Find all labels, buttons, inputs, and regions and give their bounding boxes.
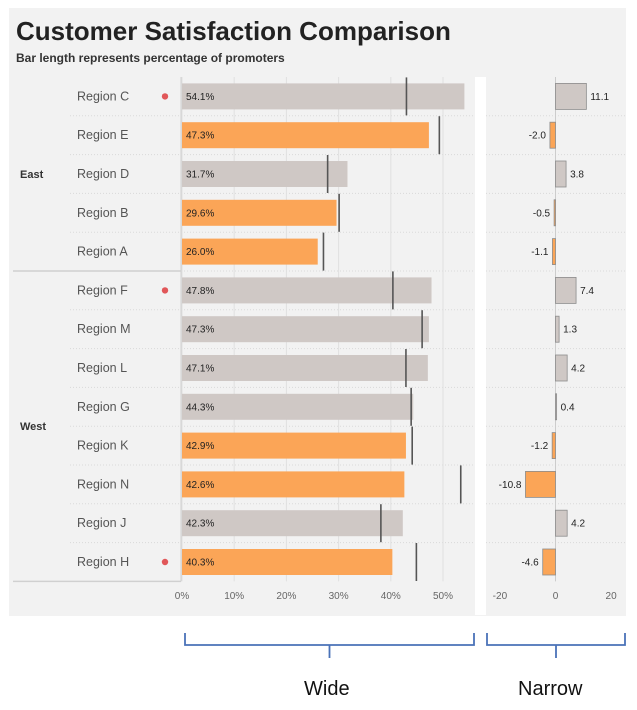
panel-gap xyxy=(475,77,486,615)
diff-bar-region-g xyxy=(555,393,558,421)
diff-bar-region-d xyxy=(555,160,567,188)
bar-label-region-n: 42.6% xyxy=(186,480,214,491)
bar-region-h xyxy=(182,549,393,575)
diff-label-region-k: -1.2 xyxy=(531,441,549,452)
chart-title: Customer Satisfaction Comparison xyxy=(16,16,451,46)
bar-label-region-g: 44.3% xyxy=(186,402,214,413)
wide-tick-label: 40% xyxy=(381,591,401,602)
narrow-tick-label: -20 xyxy=(493,591,508,602)
diff-label-region-a: -1.1 xyxy=(531,247,549,258)
caption-narrow: Narrow xyxy=(518,678,583,700)
diff-label-region-l: 4.2 xyxy=(571,364,585,375)
diff-bar-region-f xyxy=(555,276,577,304)
region-label-region-e: Region E xyxy=(77,128,128,142)
bar-region-e xyxy=(182,122,429,149)
bar-label-region-l: 47.1% xyxy=(186,364,214,375)
diff-label-region-h: -4.6 xyxy=(521,558,539,569)
region-label-region-j: Region J xyxy=(77,516,126,530)
diff-bar-region-b xyxy=(553,199,556,227)
diff-label-region-m: 1.3 xyxy=(563,325,577,336)
bar-region-n xyxy=(182,471,405,498)
region-label-region-g: Region G xyxy=(77,400,130,414)
group-label-east: East xyxy=(20,169,44,181)
caption-wide: Wide xyxy=(304,678,350,700)
wide-tick-label: 20% xyxy=(276,591,296,602)
region-label-region-f: Region F xyxy=(77,283,128,297)
bar-label-region-j: 42.3% xyxy=(186,519,214,530)
bar-label-region-k: 42.9% xyxy=(186,441,214,452)
narrow-tick-label: 0 xyxy=(553,591,559,602)
bar-label-region-b: 29.6% xyxy=(186,208,214,219)
region-label-region-b: Region B xyxy=(77,206,128,220)
bar-region-d xyxy=(182,161,348,187)
bar-region-b xyxy=(182,199,337,226)
region-label-region-h: Region H xyxy=(77,555,129,569)
region-label-region-c: Region C xyxy=(77,89,129,103)
bar-label-region-e: 47.3% xyxy=(186,131,214,142)
diff-bar-region-h xyxy=(542,548,556,576)
chart-subtitle: Bar length represents percentage of prom… xyxy=(16,51,285,65)
diff-bar-region-a xyxy=(552,238,556,266)
narrow-tick-label: 20 xyxy=(606,591,618,602)
bar-label-region-a: 26.0% xyxy=(186,247,214,258)
diff-label-region-g: 0.4 xyxy=(561,402,575,413)
bar-region-g xyxy=(182,393,414,420)
marker-dot-region-c xyxy=(161,93,169,100)
diff-label-region-j: 4.2 xyxy=(571,519,585,530)
bar-region-c xyxy=(182,83,465,110)
diff-label-region-f: 7.4 xyxy=(580,286,594,297)
bar-label-region-d: 31.7% xyxy=(186,170,214,181)
diff-bar-region-e xyxy=(549,121,556,149)
diff-label-region-b: -0.5 xyxy=(533,208,551,219)
bar-label-region-m: 47.3% xyxy=(186,325,214,336)
group-label-west: West xyxy=(20,421,46,433)
bar-label-region-h: 40.3% xyxy=(186,558,214,569)
diff-bar-region-n xyxy=(525,470,556,498)
bar-region-f xyxy=(182,277,432,304)
bar-region-m xyxy=(182,316,429,343)
brace-narrow xyxy=(486,633,626,658)
bar-label-region-f: 47.8% xyxy=(186,286,214,297)
bar-region-a xyxy=(182,238,318,265)
bar-region-l xyxy=(182,355,428,381)
diff-label-region-c: 11.1 xyxy=(590,92,609,103)
diff-bar-region-c xyxy=(555,83,587,110)
brace-wide xyxy=(184,633,475,658)
diff-label-region-d: 3.8 xyxy=(570,170,584,181)
region-label-region-a: Region A xyxy=(77,245,128,259)
marker-dot-region-f xyxy=(161,287,169,294)
region-label-region-m: Region M xyxy=(77,322,131,336)
marker-dot-region-h xyxy=(161,558,169,566)
wide-tick-label: 10% xyxy=(224,591,244,602)
diff-label-region-e: -2.0 xyxy=(529,131,547,142)
region-label-region-k: Region K xyxy=(77,439,129,453)
wide-tick-label: 0% xyxy=(175,591,190,602)
wide-tick-label: 30% xyxy=(329,591,349,602)
wide-tick-label: 50% xyxy=(433,591,453,602)
region-label-region-n: Region N xyxy=(77,477,129,491)
diff-bar-region-l xyxy=(555,354,568,382)
diff-bar-region-j xyxy=(555,509,568,537)
bar-region-k xyxy=(182,432,406,459)
bar-label-region-c: 54.1% xyxy=(186,92,214,103)
diff-bar-region-k xyxy=(551,432,556,460)
diff-bar-region-m xyxy=(555,315,560,343)
region-label-region-d: Region D xyxy=(77,167,129,181)
region-label-region-l: Region L xyxy=(77,361,127,375)
diff-label-region-n: -10.8 xyxy=(499,480,522,491)
bar-region-j xyxy=(182,510,403,537)
